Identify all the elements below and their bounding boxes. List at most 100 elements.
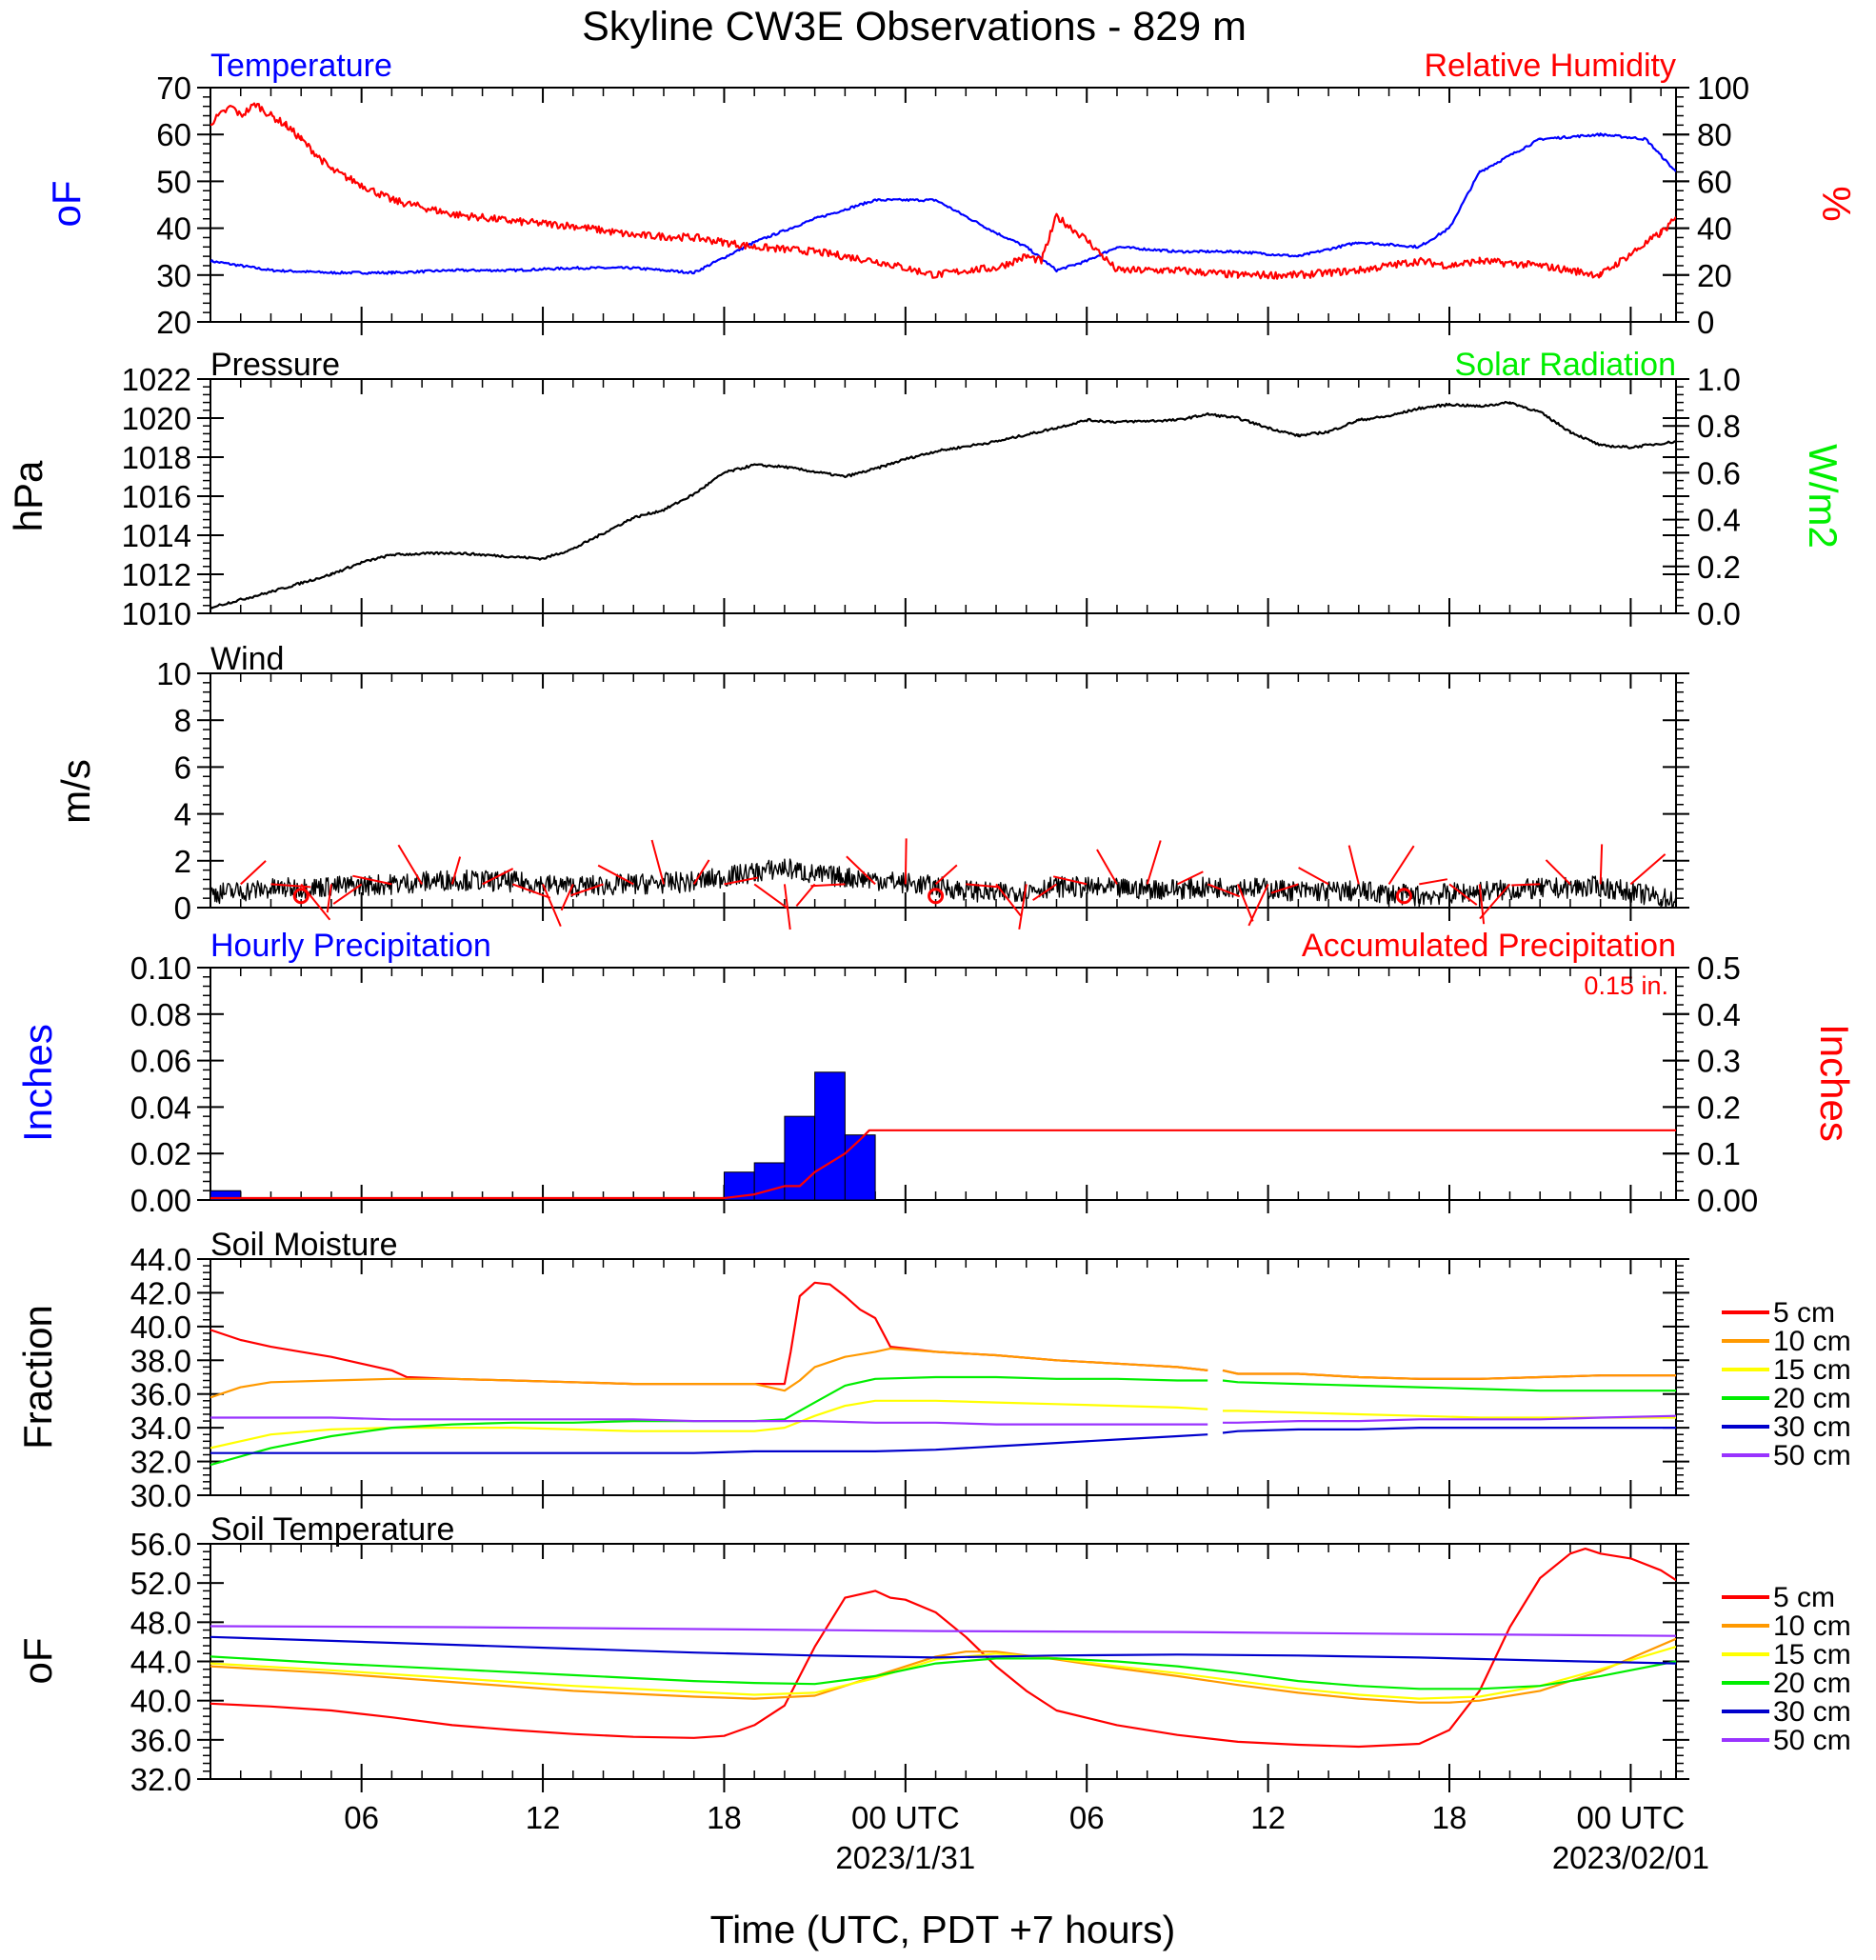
right-tick-label: 0 [1697,305,1714,340]
left-tick-label: 4 [174,797,191,832]
plot-frame [210,1258,1677,1496]
left-tick-label: 42.0 [130,1275,191,1310]
precipitation-panel: Hourly Precipitation Accumulated Precipi… [15,928,1857,1218]
wind-barb [846,855,876,886]
plot-frame [210,378,1677,614]
wind-barb [1146,840,1162,885]
plot-frame [210,87,1677,323]
left-tick-label: 0.06 [130,1044,191,1079]
legend-label: 30 cm [1773,1411,1851,1443]
legend-label: 15 cm [1773,1354,1851,1386]
precip-bar [844,1134,876,1200]
soil-temperature-title: Soil Temperature [210,1511,454,1548]
wind-barb [1298,867,1329,886]
series-line-0 [210,400,1676,610]
time-tick-label: 06 [344,1800,379,1835]
series-group [210,858,1676,908]
wind-barb [810,883,846,888]
wind-barb [724,876,758,886]
left-tick-label: 36.0 [130,1723,191,1758]
left-tick-label: 32.0 [130,1762,191,1797]
time-tick-label: 18 [707,1800,742,1835]
series-group [210,1071,1676,1200]
right-tick-label: 60 [1697,164,1732,199]
left-tick-label: 30.0 [130,1478,191,1513]
legend-label: 15 cm [1773,1639,1851,1670]
series-line-0 [210,1281,1676,1386]
wind-barb [482,868,514,886]
left-tick-label: 50 [156,164,191,199]
time-tick-label: 12 [526,1800,561,1835]
wind-barb [1419,878,1447,886]
left-tick-label: 6 [174,750,191,785]
wind-barb [511,883,551,899]
precip-bar [210,1190,242,1200]
series-line-3 [210,1655,1676,1690]
legend-label: 30 cm [1773,1696,1851,1728]
wind-barb [966,883,1001,889]
right-tick-label: 0.1 [1697,1136,1741,1171]
series-line-4 [210,1635,1676,1665]
wind-barb [542,884,562,927]
left-tick-label: 40.0 [130,1310,191,1345]
left-tick-label: 2 [174,844,191,879]
left-tick-label: 48.0 [130,1605,191,1640]
right-tick-label: 0.4 [1697,997,1741,1032]
left-tick-label: 1010 [122,596,191,631]
wind-barb [240,860,267,886]
wind-barb [1018,884,1028,930]
plot-frame [210,967,1677,1201]
wind-barb [692,859,710,885]
left-tick-label: 0 [174,890,191,926]
figure-title: Skyline CW3E Observations - 829 m [582,4,1247,50]
wind-barb [1052,875,1088,886]
wind-barb [1629,853,1666,886]
left-tick-label: 1016 [122,479,191,514]
plot-frame [210,1543,1677,1780]
wind-barb [1599,844,1604,885]
left-tick-label: 40.0 [130,1684,191,1719]
left-tick-label: 44.0 [130,1242,191,1277]
soil-moisture-title: Soil Moisture [210,1227,398,1263]
right-tick-label: 100 [1697,70,1749,106]
series-group [210,1281,1676,1467]
wind-barb [1207,883,1241,898]
wind-barb [1096,849,1118,885]
soil-temperature-panel: Soil Temperature oF 32.0 36.0 40.0 44.0 48.0… [15,1511,1851,1797]
wind-barb [1236,884,1254,922]
time-axis-label: Time (UTC, PDT +7 hours) [710,1908,1176,1951]
wind-barb [1511,883,1541,887]
left-tick-label: 8 [174,703,191,738]
legend-label: 5 cm [1773,1297,1835,1329]
series-line-0 [210,132,1676,275]
wind-barb [995,883,1022,917]
left-tick-label: 44.0 [130,1645,191,1680]
series-group [210,102,1676,280]
series-group [210,1548,1676,1749]
left-tick-label: 0.08 [130,997,191,1032]
calm-wind-marker [1395,888,1412,905]
legend-label: 20 cm [1773,1383,1851,1414]
right-tick-label: 0.6 [1697,455,1741,490]
left-tick-label: 20 [156,305,191,340]
wind-barb [326,884,332,913]
wind-barb [352,874,392,886]
date-tick-label: 2023/1/31 [835,1840,975,1875]
precip-bar [753,1162,786,1200]
series-line-5 [210,1414,1676,1426]
series-line-1 [210,102,1676,280]
calm-wind-marker [928,888,945,905]
left-tick-label: 1022 [122,362,191,397]
left-tick-label: 52.0 [130,1566,191,1601]
left-tick-label: 0.10 [130,950,191,986]
left-tick-label: 1014 [122,518,191,553]
legend-label: 20 cm [1773,1668,1851,1699]
left-tick-label: 0.04 [130,1090,191,1125]
legend-label: 50 cm [1773,1725,1851,1756]
left-tick-label: 56.0 [130,1527,191,1562]
legend-label: 10 cm [1773,1610,1851,1642]
right-tick-label: 0.5 [1697,950,1741,986]
wind-barb [332,883,363,905]
precip-bar [784,1115,816,1200]
